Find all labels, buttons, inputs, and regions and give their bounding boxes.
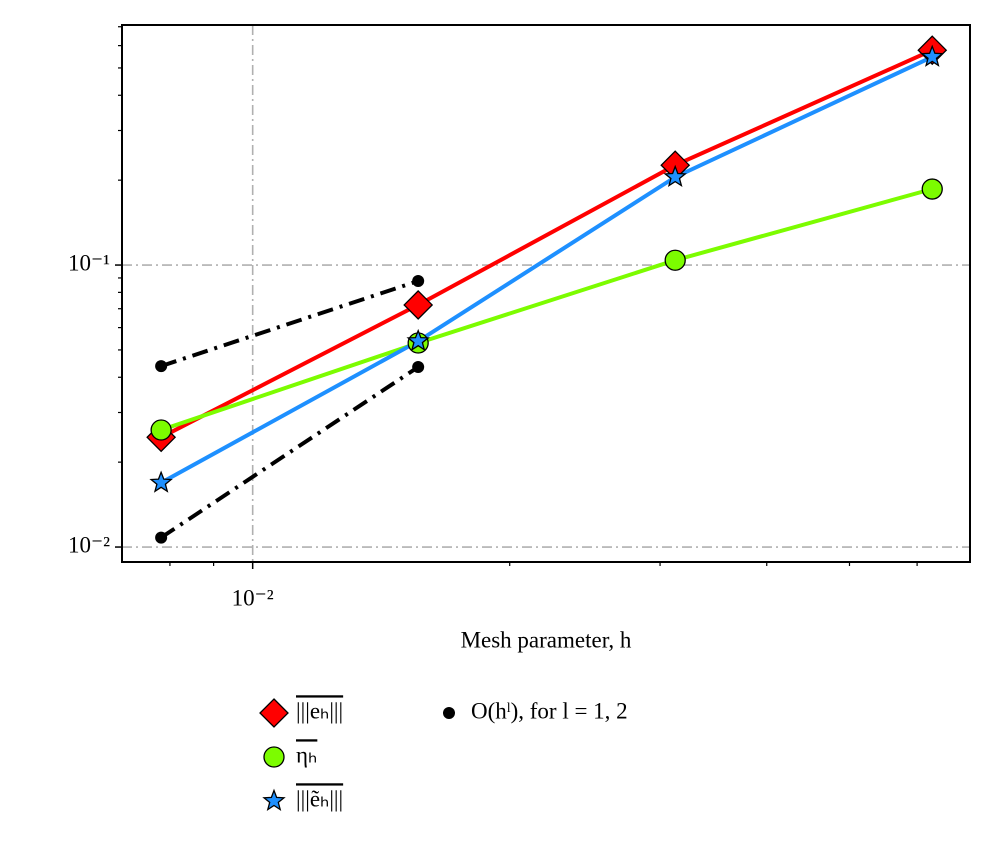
marker <box>155 531 168 544</box>
marker <box>403 290 434 320</box>
x-axis-label: Mesh parameter, h <box>461 627 632 652</box>
series-line <box>160 55 934 485</box>
legend-item: |||eₕ||| <box>259 698 343 728</box>
marker <box>259 698 289 728</box>
legend-label: |||ẽₕ||| <box>296 786 343 811</box>
legend-item: O(hˡ), for l = 1, 2 <box>443 698 628 723</box>
series-line <box>159 365 420 540</box>
y-tick-label: 10⁻² <box>68 532 110 557</box>
marker <box>150 419 172 441</box>
marker <box>663 164 687 188</box>
marker <box>406 328 430 352</box>
y-tick-label: 10⁻¹ <box>68 250 110 275</box>
marker <box>921 178 943 200</box>
marker <box>412 360 425 373</box>
legend-item: ηₕ <box>263 742 317 768</box>
legend-label: ηₕ <box>296 742 317 767</box>
marker <box>263 746 285 768</box>
marker <box>149 470 173 493</box>
marker <box>920 44 944 67</box>
plot-frame <box>121 24 971 563</box>
marker <box>443 707 455 719</box>
series-line <box>160 48 934 440</box>
series-line <box>160 279 419 368</box>
marker <box>262 788 286 811</box>
marker <box>664 249 686 271</box>
legend-label: |||eₕ||| <box>296 698 343 723</box>
legend-item: |||ẽₕ||| <box>262 786 343 811</box>
marker <box>412 274 425 287</box>
series-line <box>160 187 933 432</box>
x-tick-label: 10⁻² <box>232 585 274 610</box>
legend-label: O(hˡ), for l = 1, 2 <box>471 698 628 723</box>
marker <box>155 360 168 373</box>
